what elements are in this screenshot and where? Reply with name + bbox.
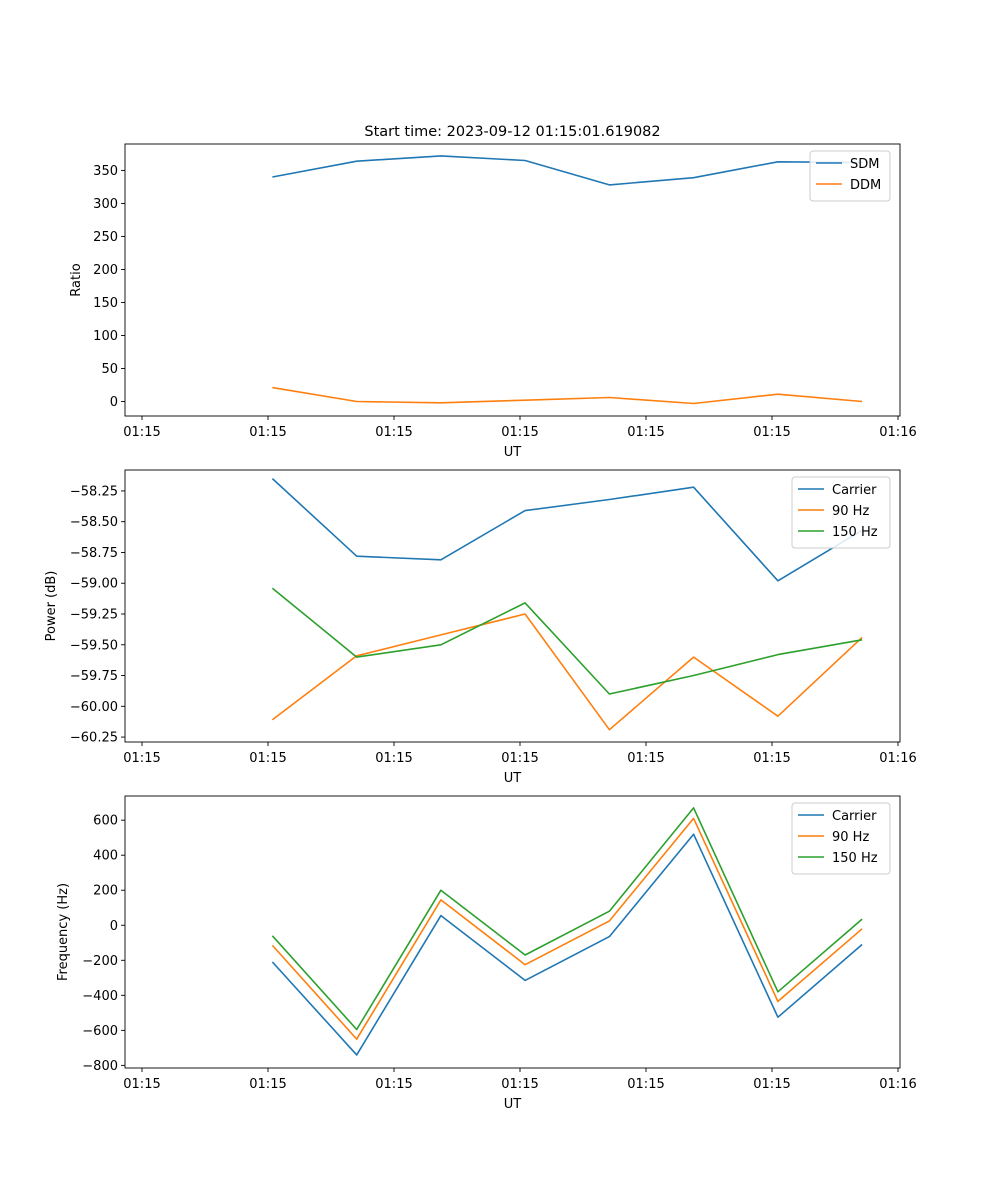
ratio-xtick-label: 01:15: [123, 425, 160, 440]
ratio-ytick-label: 250: [93, 230, 118, 245]
power-ytick-label: −60.00: [70, 700, 118, 715]
frequency-xtick-label: 01:15: [627, 1077, 664, 1092]
power-legend-label-carrier: Carrier: [832, 483, 877, 498]
ratio-axes-frame: [124, 143, 901, 417]
frequency-ytick-label: 200: [93, 884, 118, 899]
ratio-ytick-label: 300: [93, 197, 118, 212]
frequency-ytick-label: −600: [82, 1024, 118, 1039]
ratio-xtick-label: 01:15: [501, 425, 538, 440]
power-ytick-label: −58.25: [70, 484, 118, 499]
frequency-ytick-label: −800: [82, 1059, 118, 1074]
power-ytick-label: −59.25: [70, 608, 118, 623]
frequency-ytick-label: 400: [93, 849, 118, 864]
ratio-ytick-label: 150: [93, 296, 118, 311]
power-ytick-label: −58.50: [70, 515, 118, 530]
power-panel: UT Power (dB) 01:15 01:15 01:15 01:15 01:15 0…: [44, 469, 917, 786]
ratio-ytick-label: 200: [93, 263, 118, 278]
frequency-ytick-label: −400: [82, 989, 118, 1004]
ratio-ytick-label: 50: [101, 362, 118, 377]
frequency-legend-label-150-hz: 150 Hz: [832, 851, 878, 866]
frequency-legend-label-90-hz: 90 Hz: [832, 830, 869, 845]
frequency-panel: UT Frequency (Hz) 01:15 01:15 01:15 01:15 01…: [56, 795, 917, 1112]
ratio-series-sdm-line: [272, 155, 863, 186]
power-xtick-label: 01:15: [501, 751, 538, 766]
ratio-xtick-label: 01:15: [753, 425, 790, 440]
frequency-xlabel: UT: [504, 1097, 522, 1112]
frequency-ylabel: Frequency (Hz): [56, 883, 71, 981]
ratio-panel: UT Ratio 01:15 01:15 01:15 01:15 01:15 01:15 0…: [69, 143, 917, 460]
ratio-xtick-label: 01:16: [879, 425, 916, 440]
power-series-carrier-line: [271, 478, 863, 582]
frequency-ytick-label: 0: [110, 919, 118, 934]
ratio-xtick-label: 01:15: [375, 425, 412, 440]
frequency-xtick-label: 01:15: [753, 1077, 790, 1092]
ratio-ylabel: Ratio: [69, 263, 84, 296]
power-ytick-label: −59.00: [70, 577, 118, 592]
figure-title: Start time: 2023-09-12 01:15:01.619082: [364, 124, 660, 140]
frequency-ytick-label: 600: [93, 814, 118, 829]
power-legend-label-150-hz: 150 Hz: [832, 525, 878, 540]
frequency-xtick-label: 01:15: [249, 1077, 286, 1092]
ratio-xlabel: UT: [504, 445, 522, 460]
power-xtick-label: 01:15: [123, 751, 160, 766]
frequency-axes-frame: [124, 795, 901, 1069]
power-axes-frame: [124, 469, 901, 743]
frequency-legend-label-carrier: Carrier: [832, 809, 877, 824]
power-ytick-label: −58.75: [70, 546, 118, 561]
ratio-ytick-label: 100: [93, 329, 118, 344]
ratio-ytick-label: 350: [93, 164, 118, 179]
power-ytick-label: −59.50: [70, 638, 118, 653]
power-ytick-label: −59.75: [70, 669, 118, 684]
power-series-90-hz-line: [271, 613, 863, 731]
power-series-150-hz-line: [271, 587, 863, 695]
frequency-xtick-label: 01:15: [375, 1077, 412, 1092]
frequency-xtick-label: 01:15: [123, 1077, 160, 1092]
ratio-series-ddm-line: [272, 386, 863, 405]
ratio-legend-label-sdm: SDM: [850, 157, 879, 172]
frequency-series-150-hz-line: [271, 807, 863, 1031]
power-xtick-label: 01:15: [627, 751, 664, 766]
frequency-series-carrier-line: [271, 833, 863, 1056]
power-ytick-label: −60.25: [70, 731, 118, 746]
ratio-xtick-label: 01:15: [627, 425, 664, 440]
frequency-xtick-label: 01:15: [501, 1077, 538, 1092]
frequency-xtick-label: 01:16: [879, 1077, 916, 1092]
frequency-ytick-label: −200: [82, 954, 118, 969]
power-xlabel: UT: [504, 771, 522, 786]
ratio-xtick-label: 01:15: [249, 425, 286, 440]
frequency-series-90-hz-line: [271, 817, 863, 1040]
power-ylabel: Power (dB): [44, 571, 59, 642]
power-xtick-label: 01:16: [879, 751, 916, 766]
power-xtick-label: 01:15: [249, 751, 286, 766]
ratio-legend-label-ddm: DDM: [850, 178, 881, 193]
power-xtick-label: 01:15: [753, 751, 790, 766]
ratio-ytick-label: 0: [110, 395, 118, 410]
power-xtick-label: 01:15: [375, 751, 412, 766]
power-legend-label-90-hz: 90 Hz: [832, 504, 869, 519]
